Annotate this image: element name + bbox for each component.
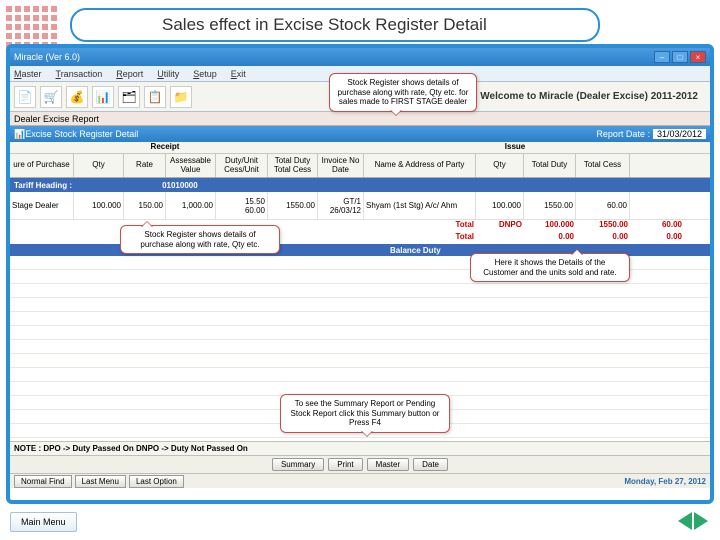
toolbar-icon-list[interactable]: 📋 (144, 86, 166, 108)
total-row-1: Total DNPO 100.000 1550.00 60.00 (10, 220, 710, 232)
toolbar-icon-new[interactable]: 📄 (14, 86, 36, 108)
tariff-heading-row: Tariff Heading : 01010000 (10, 178, 710, 192)
menu-report[interactable]: Report (116, 69, 143, 79)
tariff-code: 01010000 (162, 181, 198, 190)
report-date-label: Report Date : (596, 129, 650, 139)
total-row-2: Total 0.00 0.00 0.00 (10, 232, 710, 244)
group-header-row: Receipt Issue (10, 142, 710, 154)
last-menu-button[interactable]: Last Menu (75, 475, 126, 488)
cell-total-duty-r: 1550.00 (268, 192, 318, 219)
col-duty-i: Total Duty (524, 154, 576, 177)
report-date-field[interactable]: 31/03/2012 (653, 129, 706, 139)
menu-setup[interactable]: Setup (193, 69, 217, 79)
cell-assessable: 1,000.00 (166, 192, 216, 219)
window-controls: ‒ □ × (654, 51, 706, 63)
menu-transaction[interactable]: Transaction (56, 69, 103, 79)
receipt-header: Receipt (10, 142, 320, 153)
cell-qty-i: 100.000 (476, 192, 524, 219)
cell-duty-i: 1550.00 (524, 192, 576, 219)
slide-title: Sales effect in Excise Stock Register De… (162, 15, 487, 35)
toolbar-icon-money[interactable]: 💰 (66, 86, 88, 108)
toolbar-icon-files[interactable]: 🗂 (118, 86, 140, 108)
window-titlebar: Miracle (Ver 6.0) ‒ □ × (10, 48, 710, 66)
col-rate: Rate (124, 154, 166, 177)
close-button[interactable]: × (690, 51, 706, 63)
col-duty-unit: Duty/UnitCess/Unit (216, 154, 268, 177)
cell-cess-i: 60.00 (576, 192, 630, 219)
table-row[interactable]: Stage Dealer 100.000 150.00 1,000.00 15.… (10, 192, 710, 220)
col-qty: Qty (74, 154, 124, 177)
issue-header: Issue (320, 142, 710, 153)
col-assessable: Assessable Value (166, 154, 216, 177)
cell-rate: 150.00 (124, 192, 166, 219)
status-bar: Normal Find Last Menu Last Option Monday… (10, 473, 710, 488)
table-header: ure of Purchase Qty Rate Assessable Valu… (10, 154, 710, 178)
callout-summary-hint: To see the Summary Report or Pending Sto… (280, 394, 450, 433)
main-menu-button[interactable]: Main Menu (10, 512, 77, 532)
cell-purchase: Stage Dealer (10, 192, 74, 219)
button-row: Summary Print Master Date (10, 455, 710, 473)
minimize-button[interactable]: ‒ (654, 51, 670, 63)
callout-stock-register-purchase: Stock Register shows details of purchase… (120, 225, 280, 254)
col-purchase: ure of Purchase (10, 154, 74, 177)
cell-invoice: GT/126/03/12 (318, 192, 364, 219)
master-button[interactable]: Master (367, 458, 409, 471)
cell-qty-r: 100.000 (74, 192, 124, 219)
callout-customer-details: Here it shows the Details of the Custome… (470, 253, 630, 282)
window-title: Miracle (Ver 6.0) (14, 52, 80, 62)
sub-window-titlebar: 📊 Excise Stock Register Detail Report Da… (10, 126, 710, 142)
welcome-text: : Welcome to Miracle (Dealer Excise) 201… (474, 91, 698, 102)
next-arrow-icon[interactable] (694, 512, 708, 530)
slide-title-container: Sales effect in Excise Stock Register De… (70, 8, 600, 42)
maximize-button[interactable]: □ (672, 51, 688, 63)
col-cess-i: Total Cess (576, 154, 630, 177)
normal-find-button[interactable]: Normal Find (14, 475, 72, 488)
section-header: Dealer Excise Report (10, 112, 710, 126)
col-party: Name & Address of Party (364, 154, 476, 177)
toolbar-icon-folder[interactable]: 📁 (170, 86, 192, 108)
last-option-button[interactable]: Last Option (129, 475, 184, 488)
sub-window-title: Excise Stock Register Detail (25, 129, 138, 139)
menu-utility[interactable]: Utility (157, 69, 179, 79)
tariff-label: Tariff Heading : (14, 181, 72, 190)
toolbar-icon-report[interactable]: 📊 (92, 86, 114, 108)
col-qty-i: Qty (476, 154, 524, 177)
footer-note: NOTE : DPO -> Duty Passed On DNPO -> Dut… (10, 441, 710, 455)
callout-stock-register-sales: Stock Register shows details of purchase… (329, 73, 477, 112)
summary-button[interactable]: Summary (272, 458, 324, 471)
toolbar-icon-cart[interactable]: 🛒 (40, 86, 62, 108)
print-button[interactable]: Print (328, 458, 362, 471)
date-button[interactable]: Date (413, 458, 448, 471)
col-total-duty: Total DutyTotal Cess (268, 154, 318, 177)
menu-master[interactable]: Master (14, 69, 42, 79)
cell-duty-unit: 15.5060.00 (216, 192, 268, 219)
prev-arrow-icon[interactable] (678, 512, 692, 530)
nav-arrows (678, 512, 708, 530)
cell-party-issue: Shyam (1st Stg) A/c/ Ahm (364, 192, 476, 219)
status-date: Monday, Feb 27, 2012 (624, 477, 706, 486)
menu-exit[interactable]: Exit (231, 69, 246, 79)
col-invoice: Invoice NoDate (318, 154, 364, 177)
